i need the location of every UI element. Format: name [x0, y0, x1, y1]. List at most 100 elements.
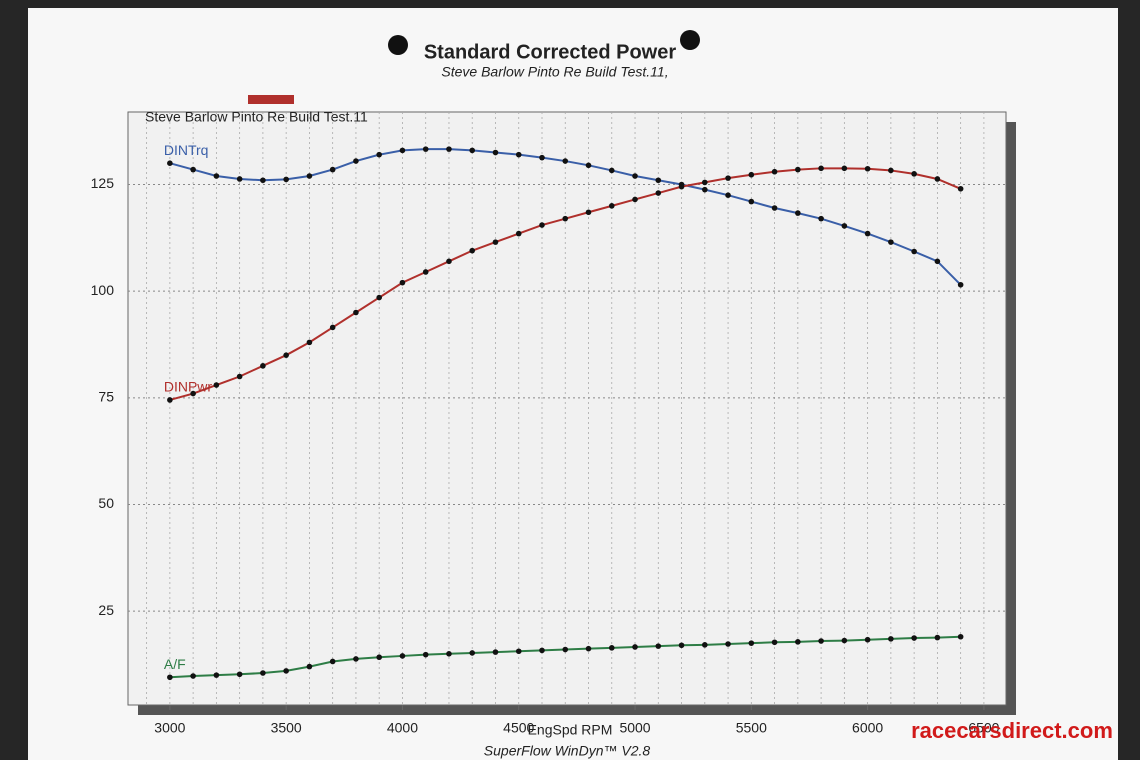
data-point	[795, 210, 801, 216]
data-point	[632, 173, 638, 179]
data-point	[585, 645, 592, 652]
data-point	[957, 185, 964, 192]
data-point	[353, 656, 359, 662]
data-point	[795, 639, 801, 645]
data-point	[608, 167, 615, 174]
data-point	[283, 352, 289, 358]
data-point	[841, 165, 848, 172]
data-point	[329, 324, 336, 331]
punch-hole	[680, 30, 700, 50]
chart-title: Standard Corrected Power	[424, 41, 677, 63]
data-point	[655, 190, 662, 196]
run-swatch	[248, 95, 294, 104]
data-point	[236, 176, 243, 182]
x-tick-label: 4500	[503, 720, 534, 736]
y-tick-label: 25	[98, 602, 114, 618]
data-point	[748, 198, 755, 205]
data-point	[213, 382, 220, 388]
x-tick-label: 3500	[271, 720, 302, 736]
data-point	[260, 670, 266, 676]
x-tick-label: 3000	[154, 720, 185, 736]
data-point	[818, 638, 824, 644]
data-point	[562, 646, 569, 653]
data-point	[632, 644, 638, 650]
y-tick-label: 100	[91, 282, 115, 298]
data-point	[376, 151, 382, 158]
plot-area	[127, 111, 1007, 706]
data-point	[469, 147, 476, 154]
data-point	[306, 173, 313, 179]
data-point	[446, 651, 452, 657]
data-point	[422, 269, 429, 275]
data-point	[655, 643, 662, 649]
data-point	[585, 209, 592, 216]
data-point	[608, 203, 615, 209]
data-point	[864, 636, 871, 643]
data-point	[771, 639, 778, 646]
data-point	[702, 642, 708, 648]
data-point	[934, 176, 941, 182]
data-point	[841, 637, 848, 644]
x-tick-label: 5000	[619, 720, 650, 736]
data-point	[725, 192, 731, 198]
data-point	[422, 651, 429, 658]
data-point	[771, 205, 778, 211]
data-point	[329, 658, 336, 665]
data-point	[725, 641, 731, 647]
data-point	[376, 294, 382, 301]
data-point	[399, 279, 406, 286]
data-point	[888, 239, 894, 245]
watermark: racecarsdirect.com	[911, 718, 1113, 743]
data-point	[399, 653, 406, 659]
data-point	[585, 162, 592, 169]
data-point	[399, 147, 406, 154]
x-axis-label: EngSpd RPM	[528, 722, 613, 738]
data-point	[329, 166, 336, 173]
data-point	[748, 171, 755, 178]
data-point	[306, 663, 313, 670]
data-point	[818, 215, 824, 222]
data-point	[492, 149, 499, 156]
data-point	[190, 673, 196, 679]
data-point	[515, 230, 522, 237]
data-point	[283, 668, 289, 674]
data-point	[306, 339, 313, 346]
data-point	[539, 647, 545, 654]
footer: SuperFlow WinDyn™ V2.8	[484, 743, 651, 759]
data-point	[236, 373, 243, 380]
series-label: DINPwr	[164, 379, 213, 395]
data-point	[702, 186, 708, 193]
data-point	[748, 640, 755, 646]
data-point	[260, 177, 266, 184]
data-point	[702, 179, 708, 186]
x-tick-label: 6500	[968, 720, 999, 736]
data-point	[190, 390, 196, 397]
data-point	[469, 650, 476, 656]
data-point	[446, 146, 452, 152]
data-point	[353, 309, 359, 316]
data-point	[841, 223, 848, 229]
data-point	[562, 158, 569, 164]
data-point	[608, 645, 615, 651]
data-point	[957, 633, 964, 640]
x-tick-label: 5500	[736, 720, 767, 736]
run-label: Steve Barlow Pinto Re Build Test.11	[145, 109, 368, 125]
data-point	[957, 281, 964, 288]
data-point	[190, 166, 196, 173]
data-point	[911, 171, 917, 177]
data-point	[632, 196, 638, 203]
data-point	[376, 654, 382, 661]
data-point	[655, 177, 662, 184]
y-tick-label: 50	[98, 495, 114, 511]
data-point	[492, 239, 499, 245]
data-point	[934, 634, 941, 641]
data-point	[167, 674, 173, 681]
data-point	[469, 247, 476, 254]
data-point	[864, 165, 871, 172]
data-point	[515, 151, 522, 158]
data-point	[678, 642, 685, 649]
data-point	[678, 183, 685, 190]
data-point	[562, 215, 569, 222]
